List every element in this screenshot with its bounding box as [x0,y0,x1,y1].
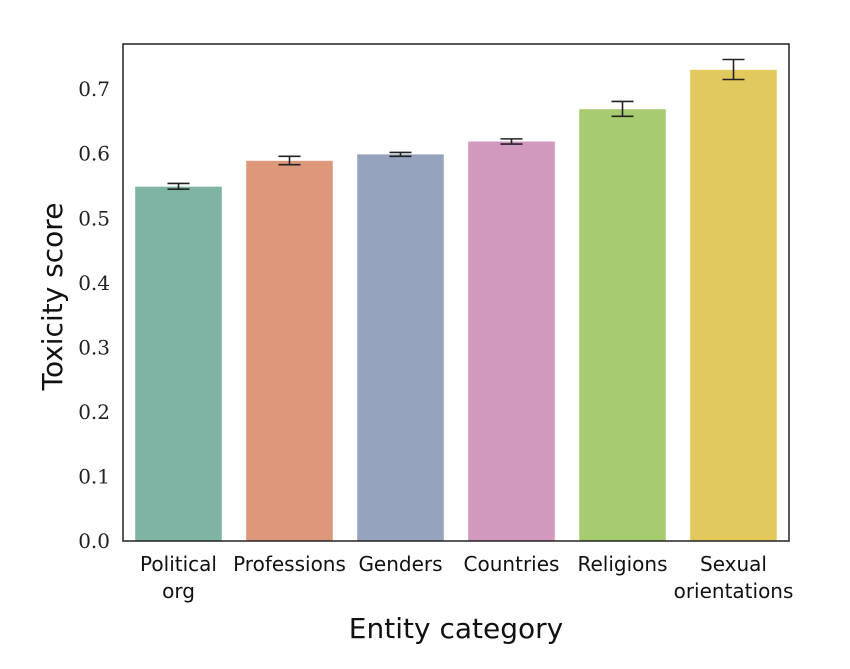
x-tick-label: org [162,579,195,603]
bar [579,109,666,541]
error-bars-group [167,58,745,191]
y-axis: 0.0 0.1 0.2 0.3 0.4 0.5 0.6 0.7 [78,77,110,553]
plot-frame [122,43,790,542]
y-tick-label: 0.5 [78,206,110,230]
x-axis: Political org Professions Genders Countries R… [140,552,793,603]
error-bar [167,182,190,191]
bar [357,154,444,541]
x-tick-label: Professions [233,552,346,576]
x-tick-label: Genders [358,552,442,576]
y-tick-label: 0.6 [78,142,110,166]
y-tick-label: 0.2 [78,400,110,424]
x-axis-title: Entity category [349,612,563,645]
x-tick-label: Religions [578,552,668,576]
error-bar [611,100,634,118]
bars-group [135,69,777,542]
error-bar [278,155,301,166]
error-bar [389,151,412,158]
error-bar [500,138,523,145]
y-tick-label: 0.4 [78,271,110,295]
error-bar [722,58,745,81]
y-tick-label: 0.7 [78,77,110,101]
x-tick-label: orientations [674,579,794,603]
x-tick-label: Sexual [700,552,767,576]
x-tick-label: Countries [464,552,560,576]
x-tick-label: Political [140,552,217,576]
bar [690,69,777,542]
y-tick-label: 0.1 [78,464,110,488]
y-axis-title: Toxicity score [36,203,69,392]
y-tick-label: 0.3 [78,335,110,359]
y-tick-label: 0.0 [78,529,110,553]
bar [135,186,222,542]
bar [468,141,555,542]
bar [246,160,333,541]
